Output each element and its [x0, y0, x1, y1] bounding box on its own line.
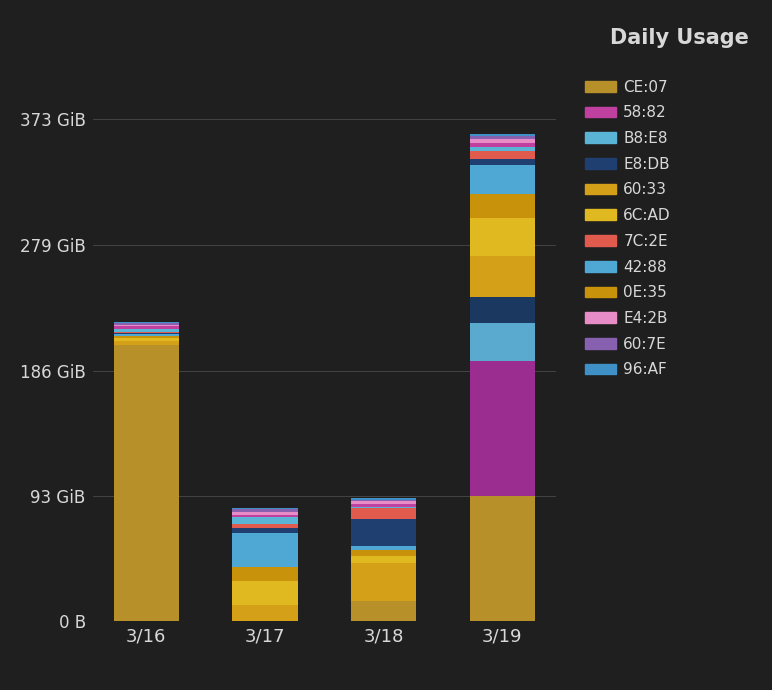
- Text: Daily Usage: Daily Usage: [610, 28, 749, 48]
- Bar: [232, 528, 297, 533]
- Bar: [351, 550, 416, 556]
- Bar: [113, 335, 179, 338]
- Bar: [232, 567, 297, 580]
- Bar: [232, 509, 297, 512]
- Bar: [113, 334, 179, 335]
- Bar: [113, 333, 179, 334]
- Bar: [232, 518, 297, 524]
- Bar: [469, 496, 535, 621]
- Bar: [351, 506, 416, 508]
- Bar: [113, 338, 179, 341]
- Bar: [351, 556, 416, 563]
- Bar: [469, 361, 535, 496]
- Bar: [469, 143, 535, 147]
- Bar: [469, 151, 535, 159]
- Bar: [113, 324, 179, 325]
- Bar: [232, 533, 297, 567]
- Bar: [232, 515, 297, 518]
- Bar: [113, 345, 179, 621]
- Bar: [469, 139, 535, 143]
- Bar: [351, 519, 416, 546]
- Bar: [469, 194, 535, 219]
- Bar: [232, 508, 297, 509]
- Bar: [469, 219, 535, 256]
- Bar: [469, 159, 535, 165]
- Bar: [469, 147, 535, 151]
- Bar: [351, 500, 416, 501]
- Bar: [469, 134, 535, 137]
- Bar: [469, 324, 535, 361]
- Bar: [232, 524, 297, 528]
- Bar: [232, 605, 297, 621]
- Bar: [351, 504, 416, 506]
- Bar: [469, 165, 535, 194]
- Bar: [351, 508, 416, 519]
- Bar: [351, 601, 416, 621]
- Bar: [113, 326, 179, 329]
- Bar: [113, 325, 179, 326]
- Bar: [351, 498, 416, 500]
- Bar: [232, 512, 297, 515]
- Bar: [113, 331, 179, 333]
- Bar: [113, 322, 179, 324]
- Bar: [351, 501, 416, 504]
- Bar: [469, 297, 535, 324]
- Bar: [113, 329, 179, 331]
- Legend: CE:07, 58:82, B8:E8, E8:DB, 60:33, 6C:AD, 7C:2E, 42:88, 0E:35, E4:2B, 60:7E, 96:: CE:07, 58:82, B8:E8, E8:DB, 60:33, 6C:AD…: [582, 77, 674, 380]
- Bar: [113, 341, 179, 345]
- Bar: [469, 256, 535, 297]
- Bar: [351, 563, 416, 601]
- Bar: [469, 137, 535, 139]
- Bar: [351, 546, 416, 550]
- Bar: [232, 580, 297, 605]
